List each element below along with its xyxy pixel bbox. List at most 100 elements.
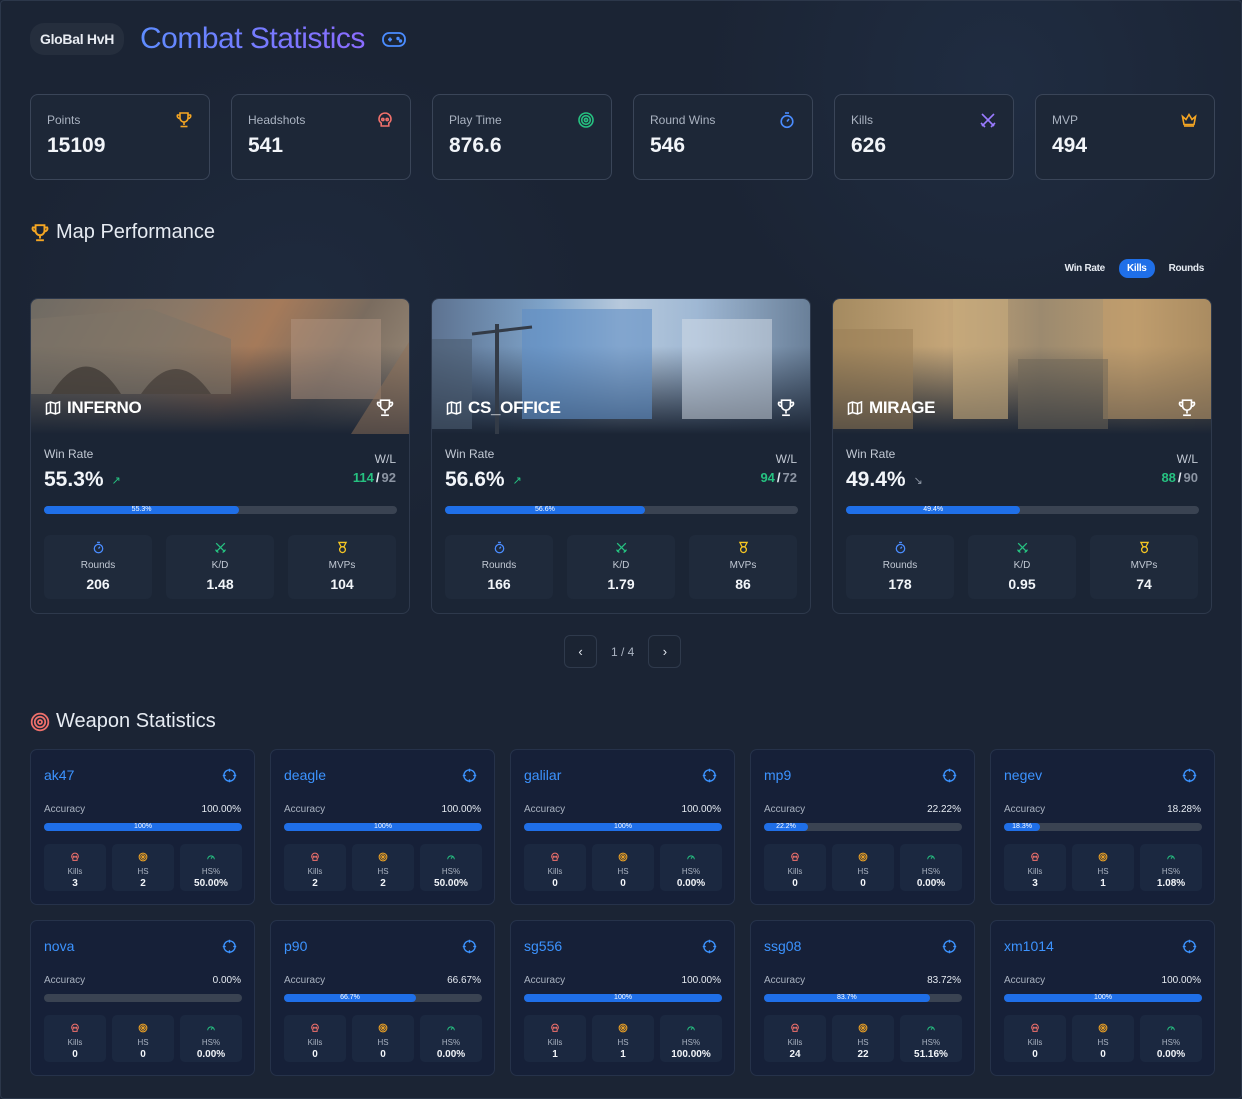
- metric-value: 1.79: [607, 576, 635, 592]
- map-card-inferno[interactable]: INFERNO Win Rate 55.3% ↗ W/L 114/92 55.3%…: [30, 298, 410, 614]
- skull-icon: [791, 1023, 799, 1032]
- toggle-win-rate[interactable]: Win Rate: [1064, 263, 1106, 274]
- map-card-cs_office[interactable]: CS_OFFICE Win Rate 56.6% ↗ W/L 94/72 56.6…: [431, 298, 811, 614]
- weapon-name: nova: [44, 938, 75, 954]
- metric-label: HS%: [201, 867, 221, 876]
- metric-label: HS: [137, 867, 149, 876]
- skull-icon: [551, 1023, 559, 1032]
- weapon-card-ak47[interactable]: ak47 Accuracy 100.00% 100% Kills 3 HS 2 …: [30, 749, 255, 905]
- weapon-card-mp9[interactable]: mp9 Accuracy 22.22% 22.2% Kills 0 HS 0 H…: [750, 749, 975, 905]
- accuracy-bar-fill: [764, 994, 930, 1002]
- stat-value: 541: [248, 134, 284, 157]
- map-card-mirage[interactable]: MIRAGE Win Rate 49.4% ↘ W/L 88/90 49.4% R…: [832, 298, 1212, 614]
- trophy-icon: [31, 223, 49, 241]
- metric-label: Kills: [307, 867, 323, 876]
- weapon-card-p90[interactable]: p90 Accuracy 66.67% 66.7% Kills 0 HS 0 H…: [270, 920, 495, 1076]
- skull-icon: [71, 1023, 79, 1032]
- gauge-icon: [1167, 855, 1175, 860]
- weapon-metrics: Kills 0 HS 0 HS% 0.00%: [1004, 1015, 1202, 1062]
- metric-kd: K/D 0.95: [968, 535, 1076, 599]
- accuracy-label: Accuracy: [44, 804, 86, 815]
- weapon-kills: Kills 3: [1004, 844, 1066, 891]
- crosshair-icon: [462, 939, 477, 954]
- win-rate-label: Win Rate: [44, 447, 94, 461]
- map-scenery: [833, 299, 1211, 429]
- stat-value: 626: [851, 134, 887, 157]
- metric-label: Rounds: [882, 560, 918, 571]
- target-icon: [378, 852, 388, 862]
- metric-label: HS%: [681, 867, 701, 876]
- win-rate-value: 56.6% ↗: [445, 468, 522, 491]
- metric-value: 0: [312, 1049, 318, 1060]
- win-rate-label: Win Rate: [846, 447, 896, 461]
- weapon-kills: Kills 0: [44, 1015, 106, 1062]
- metric-value: 0.00%: [196, 1049, 226, 1060]
- accuracy-bar-label: 18.3%: [1012, 823, 1033, 830]
- gauge-icon: [687, 1026, 695, 1031]
- toggle-kills[interactable]: Kills: [1118, 259, 1155, 278]
- metric-value: 0.00%: [916, 878, 946, 889]
- metric-value: 74: [1136, 576, 1152, 592]
- gauge-icon: [927, 1026, 935, 1031]
- trophy-icon: [176, 112, 192, 128]
- accuracy-bar: 22.2%: [764, 823, 962, 831]
- win-rate-label: Win Rate: [445, 447, 495, 461]
- weapon-kills: Kills 0: [524, 844, 586, 891]
- weapon-hs-pct: HS% 0.00%: [180, 1015, 242, 1062]
- weapon-hs-pct: HS% 1.08%: [1140, 844, 1202, 891]
- weapon-card-nova[interactable]: nova Accuracy 0.00% Kills 0 HS 0 HS% 0.0…: [30, 920, 255, 1076]
- weapon-card-ssg08[interactable]: ssg08 Accuracy 83.72% 83.7% Kills 24 HS …: [750, 920, 975, 1076]
- map-name: MIRAGE: [847, 398, 936, 418]
- weapon-card-deagle[interactable]: deagle Accuracy 100.00% 100% Kills 2 HS …: [270, 749, 495, 905]
- weapon-name: ssg08: [764, 938, 802, 954]
- weapon-metrics: Kills 24 HS 22 HS% 51.16%: [764, 1015, 962, 1062]
- metric-label: HS: [377, 867, 389, 876]
- metric-value: 0: [620, 878, 626, 889]
- gauge-icon: [687, 855, 695, 860]
- metric-value: 0: [860, 878, 866, 889]
- weapon-card-xm1014[interactable]: xm1014 Accuracy 100.00% 100% Kills 0 HS …: [990, 920, 1215, 1076]
- skull-icon: [311, 852, 319, 861]
- stat-card-round-wins: Round Wins 546: [633, 94, 813, 180]
- wl-value: 94/72: [760, 470, 797, 485]
- target-icon: [858, 852, 868, 862]
- weapon-card-galilar[interactable]: galilar Accuracy 100.00% 100% Kills 0 HS…: [510, 749, 735, 905]
- crosshair-icon: [702, 768, 717, 783]
- next-page-button[interactable]: ›: [648, 635, 682, 668]
- accuracy-bar-fill: [1004, 823, 1041, 831]
- accuracy-bar: 100%: [284, 823, 482, 831]
- skull-icon: [378, 112, 392, 127]
- accuracy-bar-label: 66.7%: [340, 994, 360, 1001]
- weapon-name: negev: [1004, 767, 1043, 783]
- weapon-card-sg556[interactable]: sg556 Accuracy 100.00% 100% Kills 1 HS 1…: [510, 920, 735, 1076]
- accuracy-value: 100.00%: [1161, 975, 1201, 986]
- stat-label: Play Time: [449, 113, 502, 127]
- stat-label: Points: [47, 113, 81, 127]
- weapon-metrics: Kills 0 HS 0 HS% 0.00%: [284, 1015, 482, 1062]
- gauge-icon: [1167, 1026, 1175, 1031]
- accuracy-bar-label: 100%: [614, 823, 632, 830]
- metric-label: HS: [857, 1038, 869, 1047]
- skull-icon: [1031, 852, 1039, 861]
- weapon-metrics: Kills 3 HS 1 HS% 1.08%: [1004, 844, 1202, 891]
- metric-label: Kills: [1027, 867, 1043, 876]
- metric-value: 0: [792, 878, 798, 889]
- target-icon: [578, 112, 594, 128]
- crossed-swords-icon: [980, 113, 996, 128]
- trend-arrow-icon: ↗: [111, 474, 121, 487]
- metric-value: 0: [1032, 1049, 1038, 1060]
- wl-value: 88/90: [1161, 470, 1198, 485]
- prev-page-button[interactable]: ‹: [564, 635, 597, 668]
- metric-value: 0: [1100, 1049, 1106, 1060]
- accuracy-value: 100.00%: [441, 804, 481, 815]
- trophy-icon: [1178, 399, 1196, 417]
- map-thumbnail: [833, 299, 1211, 434]
- metric-label: HS%: [1161, 867, 1181, 876]
- brand-badge[interactable]: GloBal HvH: [30, 23, 125, 55]
- map-performance-heading: Map Performance: [30, 221, 215, 244]
- toggle-rounds[interactable]: Rounds: [1168, 263, 1205, 274]
- weapon-card-negev[interactable]: negev Accuracy 18.28% 18.3% Kills 3 HS 1…: [990, 749, 1215, 905]
- metric-value: 0: [140, 1049, 146, 1060]
- metric-label: HS: [857, 867, 869, 876]
- crosshair-icon: [462, 768, 477, 783]
